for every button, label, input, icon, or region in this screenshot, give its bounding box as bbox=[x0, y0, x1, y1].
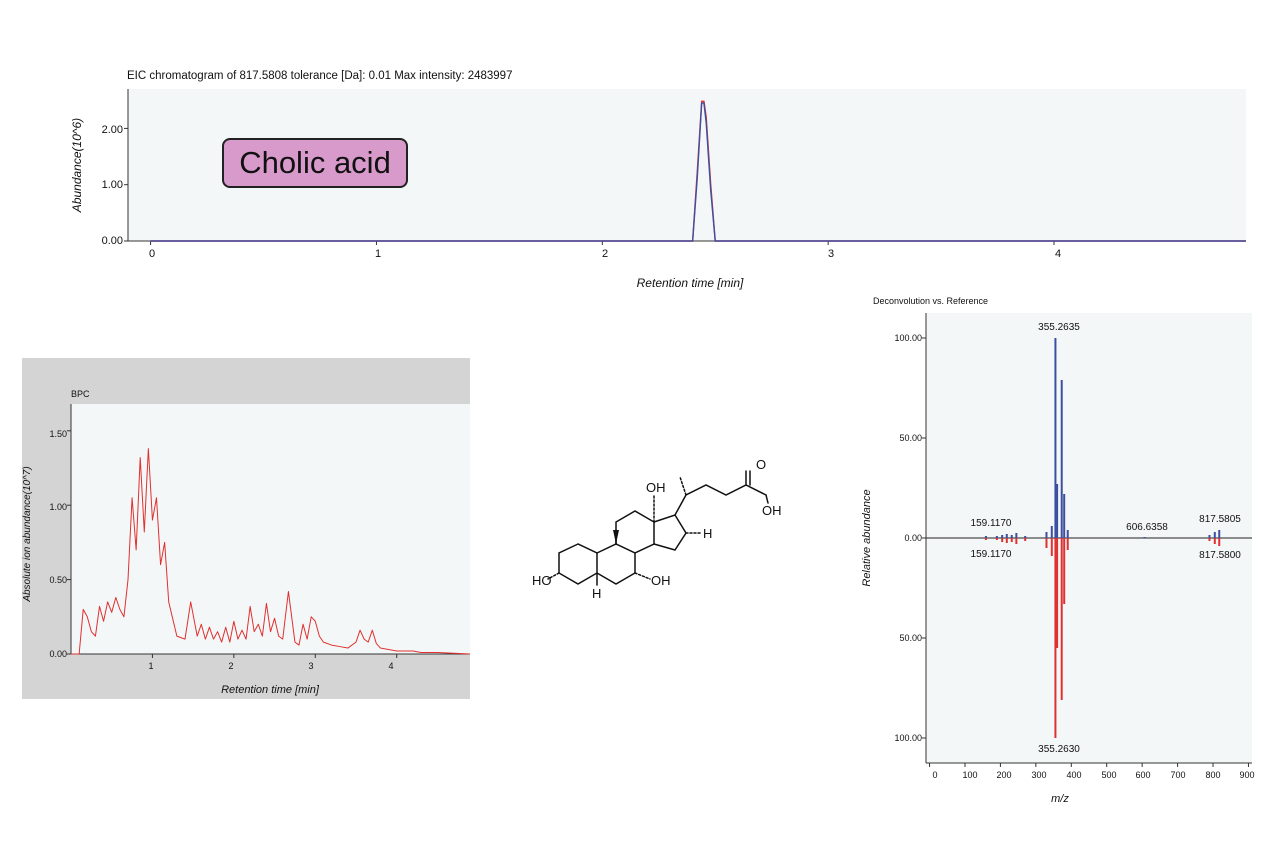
peak-label-top-main: 355.2635 bbox=[1038, 322, 1080, 333]
eic-xtick: 4 bbox=[1055, 248, 1061, 260]
spectrum-chart: Deconvolution vs. Reference 100.00 50.00… bbox=[861, 296, 1255, 805]
spectrum-xtick: 200 bbox=[996, 770, 1011, 780]
eic-xlabel: Retention time [min] bbox=[637, 276, 744, 290]
bpc-xtick: 2 bbox=[228, 661, 233, 671]
spectrum-xtick: 0 bbox=[932, 770, 937, 780]
eic-ytick: 1.00 bbox=[102, 179, 123, 191]
bpc-ytick: 1.50 bbox=[49, 429, 67, 439]
spectrum-xtick: 900 bbox=[1239, 770, 1254, 780]
spectrum-ytick: 0.00 bbox=[904, 533, 922, 543]
eic-chart: EIC chromatogram of 817.5808 tolerance [… bbox=[70, 70, 1246, 290]
spectrum-ytick: 100.00 bbox=[894, 733, 922, 743]
spectrum-ytick: 100.00 bbox=[894, 333, 922, 343]
cholic-acid-structure: OH H O OH HO OH H bbox=[532, 457, 782, 601]
structure-label: OH bbox=[651, 573, 671, 588]
spectrum-xtick: 500 bbox=[1101, 770, 1116, 780]
eic-ytick: 2.00 bbox=[102, 124, 123, 136]
structure-label: O bbox=[756, 457, 766, 472]
eic-ylabel: Abundance(10^6) bbox=[70, 118, 84, 213]
peak-label-top-817: 817.5805 bbox=[1199, 514, 1241, 525]
eic-title: EIC chromatogram of 817.5808 tolerance [… bbox=[127, 70, 512, 82]
spectrum-xtick: 800 bbox=[1205, 770, 1220, 780]
spectrum-xtick: 300 bbox=[1031, 770, 1046, 780]
spectrum-xtick: 400 bbox=[1066, 770, 1081, 780]
spectrum-xlabel: m/z bbox=[1051, 793, 1069, 805]
bpc-ytick: 1.00 bbox=[49, 502, 67, 512]
spectrum-xtick: 600 bbox=[1135, 770, 1150, 780]
structure-label: H bbox=[592, 586, 601, 601]
structure-label: OH bbox=[762, 503, 782, 518]
spectrum-xtick: 700 bbox=[1170, 770, 1185, 780]
bpc-series-line bbox=[71, 448, 470, 655]
spectrum-xtick: 100 bbox=[962, 770, 977, 780]
eic-ytick: 0.00 bbox=[102, 235, 123, 247]
compound-name-badge: Cholic acid bbox=[222, 138, 408, 188]
bpc-xlabel: Retention time [min] bbox=[221, 684, 320, 696]
eic-series-line bbox=[150, 102, 1246, 242]
bpc-xtick: 3 bbox=[308, 661, 313, 671]
bpc-xtick: 4 bbox=[388, 661, 393, 671]
structure-bonds bbox=[547, 470, 769, 586]
peak-label-bottom-817: 817.5800 bbox=[1199, 550, 1241, 561]
bpc-xtick: 1 bbox=[148, 661, 153, 671]
bpc-ytick: 0.50 bbox=[49, 575, 67, 585]
eic-xtick: 1 bbox=[375, 248, 381, 260]
spectrum-ytick: 50.00 bbox=[899, 433, 922, 443]
structure-label: H bbox=[703, 526, 712, 541]
bpc-ytick: 0.00 bbox=[49, 649, 67, 659]
methyl-wedge bbox=[613, 530, 619, 544]
structure-label: OH bbox=[646, 480, 666, 495]
spectrum-title: Deconvolution vs. Reference bbox=[873, 296, 988, 306]
eic-xtick: 2 bbox=[602, 248, 608, 260]
spectrum-ylabel: Relative abundance bbox=[861, 489, 873, 586]
peak-label-top-159: 159.1170 bbox=[971, 518, 1012, 529]
structure-label: HO bbox=[532, 573, 552, 588]
peak-label-bottom-main: 355.2630 bbox=[1038, 744, 1080, 755]
spectrum-ytick: 50.00 bbox=[899, 633, 922, 643]
eic-xtick: 3 bbox=[828, 248, 834, 260]
bpc-chart: BPC 1.50 1.00 0.50 0.00 1 2 3 4 Retentio… bbox=[22, 358, 470, 699]
peak-label-top-606: 606.6358 bbox=[1126, 522, 1168, 533]
eic-xtick: 0 bbox=[149, 248, 155, 260]
bpc-ylabel: Absolute ion abundance(10^7) bbox=[22, 466, 33, 602]
bpc-title: BPC bbox=[71, 389, 90, 399]
peak-label-bottom-159: 159.1170 bbox=[971, 549, 1012, 560]
